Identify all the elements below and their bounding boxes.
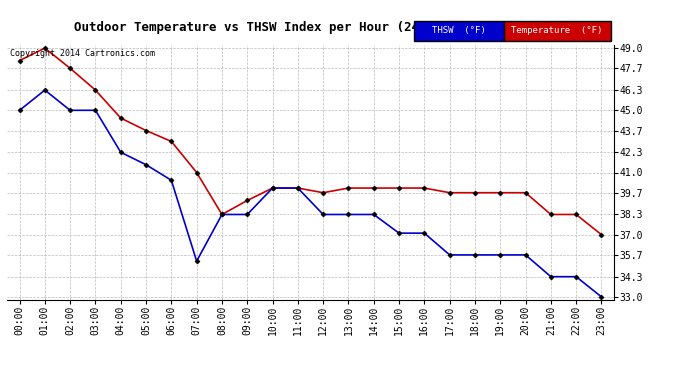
- Text: Outdoor Temperature vs THSW Index per Hour (24 Hours)  20141106: Outdoor Temperature vs THSW Index per Ho…: [75, 21, 546, 34]
- Text: Copyright 2014 Cartronics.com: Copyright 2014 Cartronics.com: [10, 49, 155, 58]
- Text: THSW  (°F): THSW (°F): [432, 26, 486, 36]
- Text: Temperature  (°F): Temperature (°F): [511, 26, 603, 36]
